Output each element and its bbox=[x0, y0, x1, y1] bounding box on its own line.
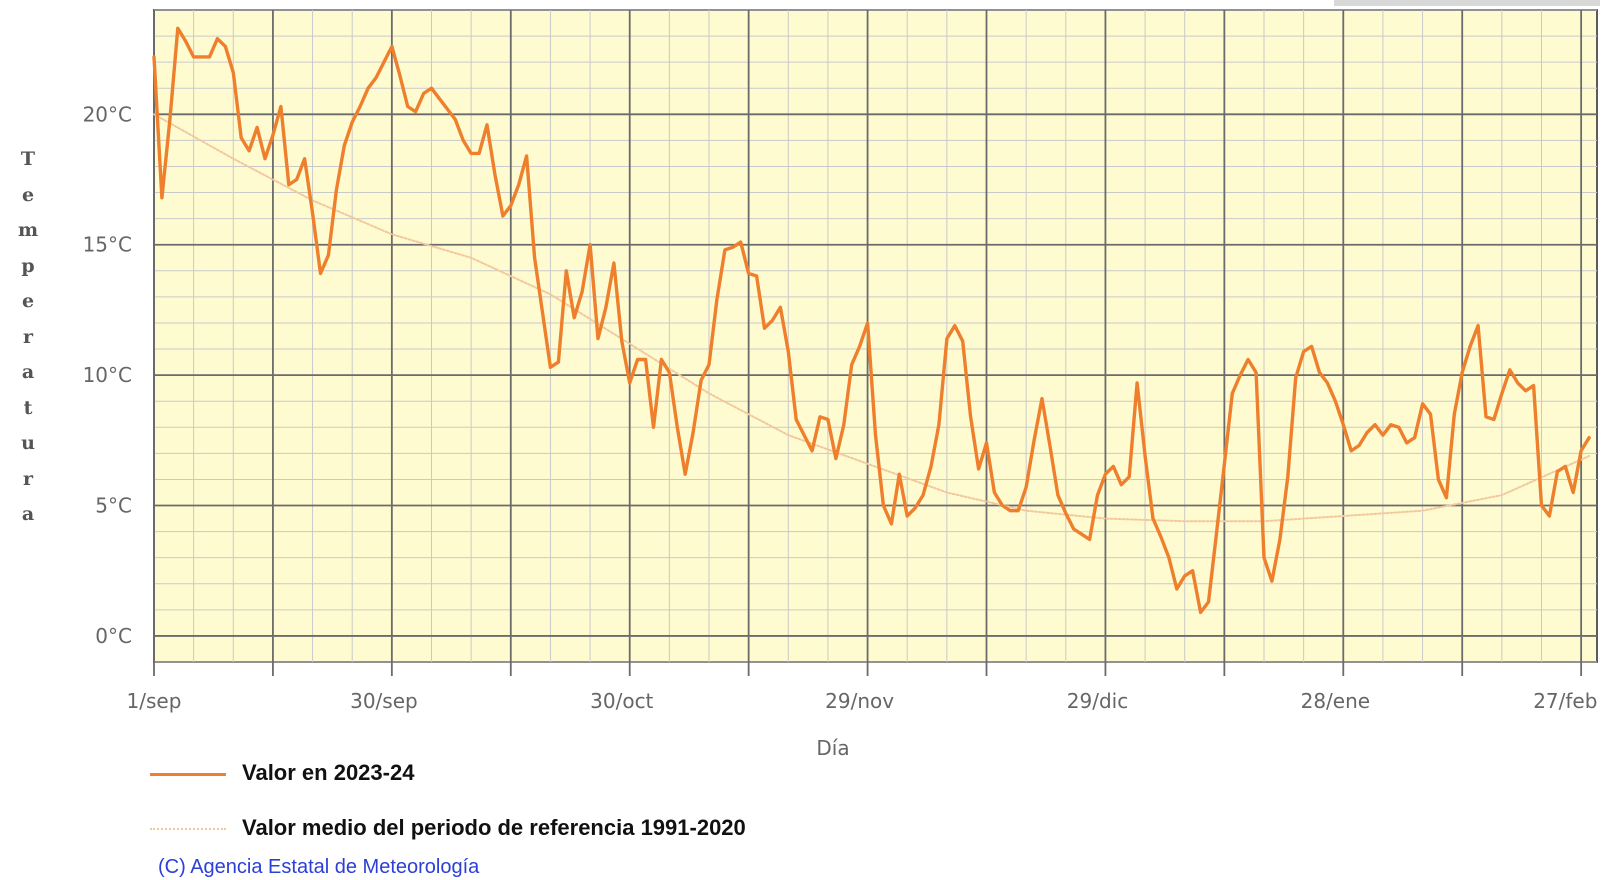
x-tick-label: 29/dic bbox=[1067, 689, 1128, 713]
y-axis-label-letter: p bbox=[21, 254, 35, 277]
y-axis-ticks: 0°C 5°C 10°C 15°C 20°C bbox=[83, 102, 132, 648]
y-tick-label: 5°C bbox=[95, 494, 132, 518]
minor-grid bbox=[153, 9, 1597, 663]
series-line-current bbox=[152, 26, 1591, 615]
window-edge bbox=[1334, 0, 1600, 6]
major-grid bbox=[153, 10, 1597, 662]
x-tick-label: 30/oct bbox=[590, 689, 653, 713]
y-axis-label-letter: T bbox=[20, 148, 36, 170]
y-axis-label-letter: r bbox=[22, 467, 33, 490]
y-axis-label-letter: t bbox=[23, 396, 33, 419]
x-axis-ticks: 1/sep 30/sep 30/oct 29/nov 29/dic 28/ene 27/fe… bbox=[127, 662, 1597, 713]
y-tick-label: 20°C bbox=[83, 102, 132, 126]
legend-label-current: Valor en 2023-24 bbox=[242, 760, 415, 785]
y-axis-label-letter: a bbox=[21, 361, 35, 383]
series-layer bbox=[152, 26, 1591, 615]
y-axis-label-letter: e bbox=[21, 183, 35, 206]
y-axis-label-letter: e bbox=[21, 290, 35, 312]
y-tick-label: 10°C bbox=[83, 363, 132, 387]
y-axis-label-letter: m bbox=[18, 219, 39, 241]
legend-swatch-current bbox=[150, 773, 226, 776]
x-tick-label: 29/nov bbox=[825, 689, 894, 713]
y-tick-label: 15°C bbox=[83, 233, 132, 257]
x-tick-label: 1/sep bbox=[127, 689, 182, 713]
y-axis-label-letter: u bbox=[21, 432, 35, 454]
x-axis-label: Día bbox=[816, 736, 849, 760]
series-line-reference bbox=[153, 113, 1591, 523]
plot-background bbox=[153, 9, 1598, 663]
y-axis-label-letter: a bbox=[21, 503, 35, 525]
x-tick-label: 28/ene bbox=[1301, 689, 1370, 713]
legend-label-reference: Valor medio del periodo de referencia 19… bbox=[242, 815, 746, 840]
y-tick-label: 0°C bbox=[95, 624, 132, 648]
y-axis-label-letter: r bbox=[22, 325, 33, 348]
x-tick-label: 30/sep bbox=[350, 689, 418, 713]
copyright-link[interactable]: (C) Agencia Estatal de Meteorología bbox=[158, 856, 480, 878]
legend-swatch-reference bbox=[150, 828, 226, 830]
x-tick-label: 27/feb bbox=[1533, 689, 1597, 713]
